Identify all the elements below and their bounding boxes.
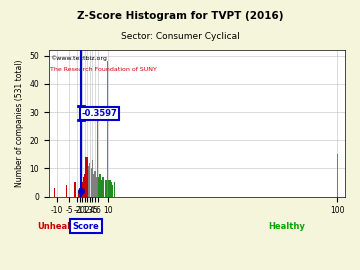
Bar <box>92 160 93 197</box>
Text: Unhealthy: Unhealthy <box>37 222 86 231</box>
Y-axis label: Number of companies (531 total): Number of companies (531 total) <box>15 60 24 187</box>
Bar <box>66 185 67 197</box>
Bar <box>93 174 94 197</box>
Bar <box>78 191 79 197</box>
Bar <box>82 183 83 197</box>
Bar <box>54 188 55 197</box>
Bar <box>74 183 75 197</box>
Bar <box>337 154 338 197</box>
Text: -0.3597: -0.3597 <box>81 109 117 118</box>
Text: Score: Score <box>73 222 99 231</box>
Bar <box>85 157 87 197</box>
Text: ©www.textbiz.org: ©www.textbiz.org <box>50 56 107 61</box>
Bar <box>113 183 114 197</box>
Bar <box>110 180 111 197</box>
Text: Healthy: Healthy <box>268 222 305 231</box>
Bar <box>96 177 97 197</box>
Bar <box>103 177 104 197</box>
Bar <box>99 174 101 197</box>
Bar <box>75 183 76 197</box>
Bar <box>106 180 107 197</box>
Text: The Research Foundation of SUNY: The Research Foundation of SUNY <box>50 67 157 72</box>
Bar <box>101 180 102 197</box>
Text: Z-Score Histogram for TVPT (2016): Z-Score Histogram for TVPT (2016) <box>77 11 283 21</box>
Bar <box>83 177 84 197</box>
Bar <box>84 174 85 197</box>
Text: Sector: Consumer Cyclical: Sector: Consumer Cyclical <box>121 32 239 41</box>
Bar <box>79 188 80 197</box>
Bar <box>97 112 98 197</box>
Bar <box>80 194 81 197</box>
Bar <box>87 157 88 197</box>
Bar <box>98 177 99 197</box>
Bar <box>107 61 108 197</box>
Bar <box>104 180 106 197</box>
Bar <box>88 166 89 197</box>
Bar <box>112 185 113 197</box>
Bar <box>111 183 112 197</box>
Bar <box>91 168 92 197</box>
Bar <box>94 171 95 197</box>
Bar <box>89 163 90 197</box>
Bar <box>108 180 109 197</box>
Bar <box>102 177 103 197</box>
